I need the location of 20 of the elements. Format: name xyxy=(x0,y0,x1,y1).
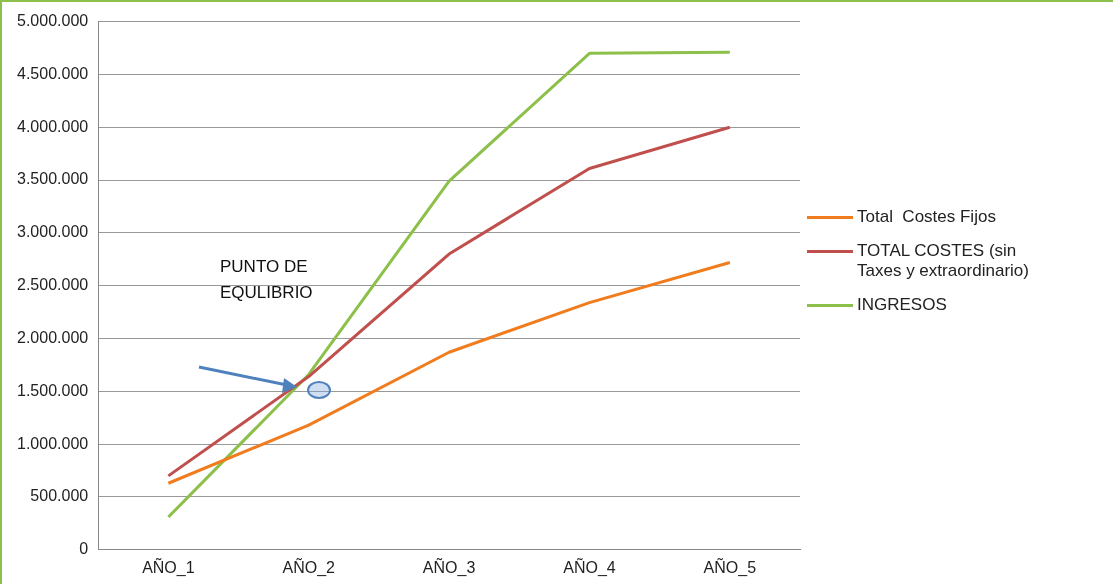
legend-label: TOTAL COSTES (sin Taxes y extraordinario) xyxy=(857,241,1030,281)
y-tick-label: 1.500.000 xyxy=(16,381,89,399)
x-tick-label: AÑO_2 xyxy=(282,556,336,577)
y-tick-label: 500.000 xyxy=(30,487,89,505)
y-tick-label: 1.000.000 xyxy=(16,434,89,452)
legend-label: Total Costes Fijos xyxy=(857,207,996,227)
x-tick-label: AÑO_3 xyxy=(422,556,476,577)
x-tick-label: AÑO_1 xyxy=(142,556,195,577)
x-tick-label: AÑO_5 xyxy=(703,556,757,577)
annotation: PUNTO DE EQULIBRIO xyxy=(220,256,314,304)
x-tick-label: AÑO_4 xyxy=(563,556,616,577)
y-tick-label: 2.000.000 xyxy=(16,328,89,346)
y-tick-label: 3.500.000 xyxy=(16,170,89,188)
y-tick-label: 5.000.000 xyxy=(16,12,89,30)
y-tick-label: 0 xyxy=(79,540,89,558)
y-tick-label: 3.000.000 xyxy=(16,223,89,241)
y-tick-label: 4.000.000 xyxy=(16,117,89,135)
y-tick-label: 2.500.000 xyxy=(16,276,89,294)
y-tick-label: 4.500.000 xyxy=(16,64,89,82)
legend-label: INGRESOS xyxy=(857,295,947,315)
